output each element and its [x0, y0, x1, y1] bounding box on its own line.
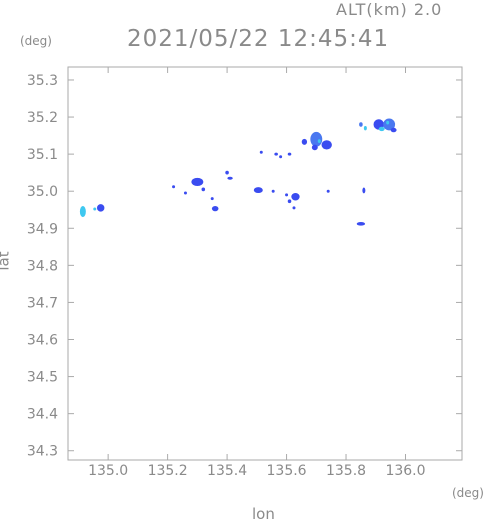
echo-cell [227, 176, 233, 180]
y-tick-label: 35.1 [27, 147, 58, 163]
x-tick-label: 136.0 [385, 463, 425, 479]
echo-cell [191, 177, 204, 187]
echo-cell [301, 138, 308, 145]
x-axis-ticks: 135.0 135.2 135.4 135.6 135.8 136.0 [88, 67, 426, 479]
x-tick-label: 135.0 [88, 463, 128, 479]
y-axis-ticks: 34.3 34.4 34.5 34.6 34.7 34.8 34.9 35.0 35.1 35.2… [27, 73, 462, 460]
y-tick-label: 34.4 [27, 407, 58, 423]
y-tick-label: 34.7 [27, 295, 58, 311]
y-tick-label: 34.5 [27, 370, 58, 386]
echo-cell [292, 206, 296, 210]
echo-cell [225, 170, 229, 175]
echo-cell [383, 118, 396, 131]
y-tick-label: 34.6 [27, 333, 58, 349]
y-tick-label: 34.9 [27, 221, 58, 237]
echo-cell [310, 131, 323, 147]
echo-cell [183, 191, 187, 195]
x-axis-unit: (deg) [452, 486, 484, 500]
echo-cell [210, 197, 214, 201]
altitude-label: ALT(km) 2.0 [336, 0, 443, 19]
y-tick-label: 35.0 [27, 184, 58, 200]
y-tick-label: 34.8 [27, 258, 58, 274]
echo-cell [386, 120, 390, 125]
echo-cell [317, 139, 321, 144]
echo-cell [362, 187, 366, 194]
echo-cell [211, 206, 219, 212]
echo-cell [287, 199, 292, 204]
x-tick-label: 135.4 [207, 463, 247, 479]
echo-cell [271, 189, 275, 193]
echo-cell [326, 189, 330, 193]
x-tick-label: 135.2 [148, 463, 188, 479]
x-tick-label: 135.8 [326, 463, 366, 479]
chart-title-datetime: 2021/05/22 12:45:41 [127, 26, 390, 52]
echo-cell [378, 126, 385, 132]
y-tick-label: 34.3 [27, 444, 58, 460]
echo-cell [201, 187, 206, 192]
echo-cell [287, 152, 292, 156]
echo-cell [172, 185, 176, 189]
echo-cell [96, 204, 105, 212]
y-tick-label: 35.2 [27, 110, 58, 126]
echo-cell [274, 152, 278, 156]
echo-cell [259, 150, 263, 154]
plot-frame [67, 66, 463, 461]
echo-cell [285, 193, 289, 197]
echo-cell [321, 140, 332, 150]
x-axis-label: lon [252, 505, 275, 523]
echo-cell [390, 127, 397, 133]
echo-cell [356, 221, 366, 226]
echo-cell [311, 144, 318, 151]
echo-cell [279, 155, 283, 159]
y-axis-unit: (deg) [20, 34, 52, 48]
echo-cell [363, 125, 367, 131]
x-tick-label: 135.6 [267, 463, 307, 479]
echo-cell [93, 207, 97, 211]
echo-cell [291, 193, 300, 201]
echo-cell [253, 187, 263, 194]
y-tick-label: 35.3 [27, 73, 58, 89]
echo-cell [79, 206, 86, 218]
echo-cell [359, 122, 363, 127]
radar-echoes [79, 118, 397, 226]
